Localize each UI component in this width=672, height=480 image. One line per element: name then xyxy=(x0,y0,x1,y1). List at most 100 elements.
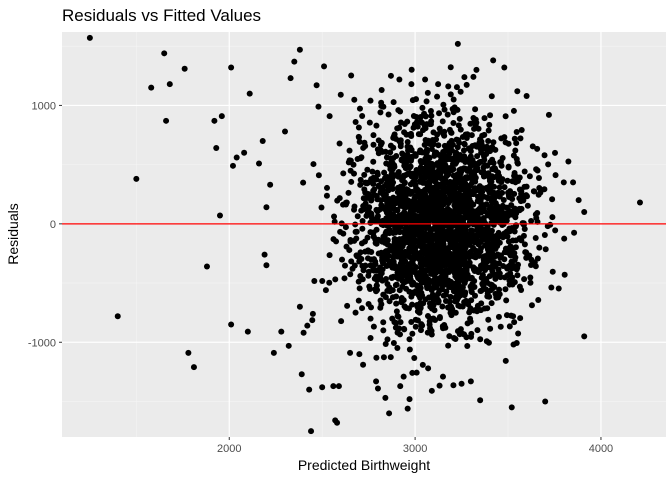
data-point xyxy=(555,285,562,292)
data-point xyxy=(455,294,462,301)
data-point xyxy=(454,106,461,113)
data-point xyxy=(382,394,389,401)
data-point xyxy=(190,364,197,371)
data-point xyxy=(490,221,497,228)
data-point xyxy=(387,354,394,361)
data-point xyxy=(425,365,432,372)
data-point xyxy=(393,153,400,160)
data-point xyxy=(430,129,437,136)
data-point xyxy=(446,298,453,305)
data-point xyxy=(485,339,492,346)
data-point xyxy=(371,186,378,193)
data-point xyxy=(459,133,466,140)
data-point xyxy=(417,300,424,307)
data-point xyxy=(536,184,543,191)
data-point xyxy=(467,120,474,127)
data-point xyxy=(216,212,223,219)
data-point xyxy=(408,318,415,325)
data-point xyxy=(446,268,453,275)
data-point xyxy=(246,90,253,97)
data-point xyxy=(408,66,415,73)
data-point xyxy=(501,184,508,191)
data-point xyxy=(396,186,403,193)
data-point xyxy=(354,253,361,260)
data-point xyxy=(393,281,400,288)
x-tick-label: 2000 xyxy=(217,443,241,455)
data-point xyxy=(333,238,340,245)
data-point xyxy=(565,158,572,165)
data-point xyxy=(335,383,342,390)
data-point xyxy=(505,164,512,171)
data-point xyxy=(440,268,447,275)
data-point xyxy=(454,328,461,335)
data-point xyxy=(487,112,494,119)
data-point xyxy=(440,175,447,182)
data-point xyxy=(483,150,490,157)
data-point xyxy=(447,309,454,316)
data-point xyxy=(470,201,477,208)
data-point xyxy=(453,221,460,228)
data-point xyxy=(380,354,387,361)
data-point xyxy=(464,343,471,350)
data-point xyxy=(472,174,479,181)
data-point xyxy=(359,217,366,224)
data-point xyxy=(537,189,544,196)
data-point xyxy=(535,297,542,304)
data-point xyxy=(439,303,446,310)
data-point xyxy=(304,322,311,329)
data-point xyxy=(378,99,385,106)
data-point xyxy=(428,331,435,338)
data-point xyxy=(370,256,377,263)
data-point xyxy=(527,279,534,286)
data-point xyxy=(364,255,371,262)
data-point xyxy=(460,165,467,172)
data-point xyxy=(359,112,366,119)
data-point xyxy=(457,126,464,133)
data-point xyxy=(408,81,415,88)
data-point xyxy=(441,106,448,113)
data-point xyxy=(413,166,420,173)
data-point xyxy=(319,384,326,391)
data-point xyxy=(459,218,466,225)
data-point xyxy=(387,149,394,156)
data-point xyxy=(467,248,474,255)
data-point xyxy=(402,258,409,265)
data-point xyxy=(428,190,435,197)
data-point xyxy=(508,404,515,411)
data-point xyxy=(552,149,559,156)
data-point xyxy=(428,112,435,119)
data-point xyxy=(422,296,429,303)
data-point xyxy=(504,233,511,240)
data-point xyxy=(424,216,431,223)
data-point xyxy=(386,178,393,185)
data-point xyxy=(473,66,480,73)
data-point xyxy=(528,302,535,309)
data-point xyxy=(410,224,417,231)
data-point xyxy=(415,242,422,249)
data-point xyxy=(478,300,485,307)
data-point xyxy=(380,233,387,240)
data-point xyxy=(326,252,333,259)
data-point xyxy=(509,211,516,218)
data-point xyxy=(370,132,377,139)
data-point xyxy=(475,125,482,132)
data-point xyxy=(319,277,326,284)
data-point xyxy=(561,235,568,242)
data-point xyxy=(471,215,478,222)
data-point xyxy=(552,227,559,234)
data-point xyxy=(261,251,268,258)
data-point xyxy=(483,276,490,283)
data-point xyxy=(499,221,506,228)
data-point xyxy=(458,380,465,387)
data-point xyxy=(362,179,369,186)
data-point xyxy=(255,160,262,167)
data-point xyxy=(448,284,455,291)
data-point xyxy=(282,128,289,135)
data-point xyxy=(492,204,499,211)
data-point xyxy=(379,257,386,264)
data-point xyxy=(420,193,427,200)
data-point xyxy=(412,323,419,330)
data-point xyxy=(378,178,385,185)
data-point xyxy=(452,160,459,167)
data-point xyxy=(361,186,368,193)
